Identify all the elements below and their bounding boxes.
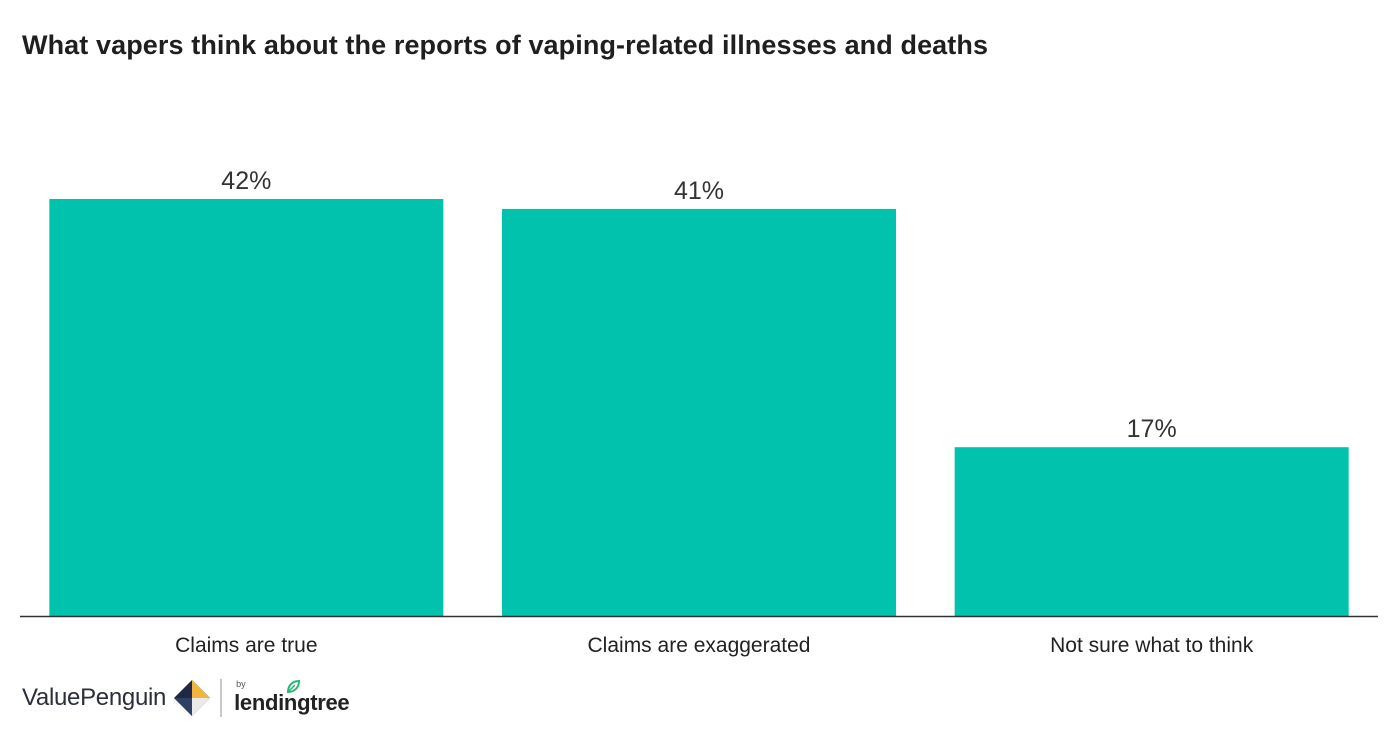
lendingtree-logo: by lendingtree bbox=[234, 676, 350, 720]
logo-divider bbox=[220, 679, 223, 717]
valuepenguin-wordmark: ValuePenguin bbox=[22, 684, 167, 711]
category-label-3: Not sure what to think bbox=[1050, 634, 1254, 657]
category-label-1: Claims are true bbox=[175, 634, 317, 657]
brand-logo: ValuePenguin by lendingtree bbox=[22, 676, 350, 720]
chart-title: What vapers think about the reports of v… bbox=[22, 30, 989, 60]
by-text: by bbox=[236, 679, 246, 689]
data-label-1: 42% bbox=[221, 167, 271, 195]
lendingtree-wordmark: lendingtree bbox=[234, 690, 350, 715]
category-label-2: Claims are exaggerated bbox=[588, 634, 811, 657]
valuepenguin-diamond-icon bbox=[174, 680, 211, 716]
bar-3 bbox=[954, 447, 1349, 616]
data-label-2: 41% bbox=[674, 177, 724, 205]
lendingtree-leaf-icon bbox=[287, 680, 301, 694]
bar-1 bbox=[49, 199, 444, 616]
bar-2 bbox=[502, 208, 896, 616]
bars-group: 42% Claims are true 41% Claims are exaggera… bbox=[49, 167, 1349, 657]
data-label-3: 17% bbox=[1127, 415, 1177, 443]
